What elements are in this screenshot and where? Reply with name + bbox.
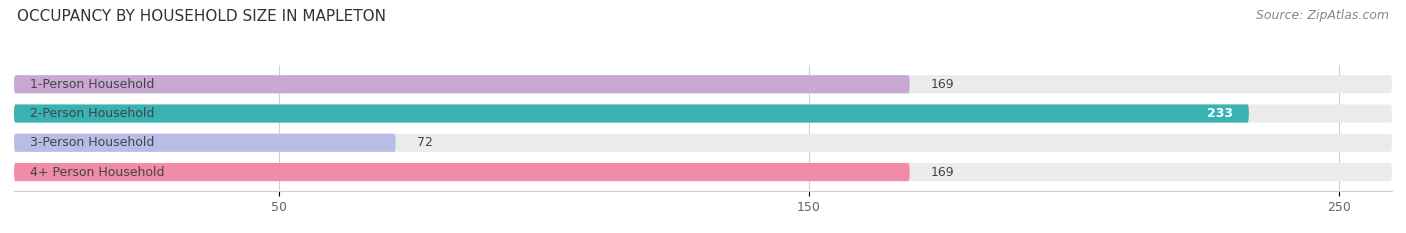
Text: 1-Person Household: 1-Person Household [30, 78, 155, 91]
Text: 2-Person Household: 2-Person Household [30, 107, 155, 120]
FancyBboxPatch shape [14, 134, 395, 152]
Text: 233: 233 [1206, 107, 1233, 120]
Text: 72: 72 [416, 136, 433, 149]
FancyBboxPatch shape [14, 75, 910, 93]
Text: OCCUPANCY BY HOUSEHOLD SIZE IN MAPLETON: OCCUPANCY BY HOUSEHOLD SIZE IN MAPLETON [17, 9, 385, 24]
FancyBboxPatch shape [14, 134, 1392, 152]
Text: 3-Person Household: 3-Person Household [30, 136, 155, 149]
FancyBboxPatch shape [14, 163, 1392, 181]
FancyBboxPatch shape [14, 163, 910, 181]
Text: 4+ Person Household: 4+ Person Household [30, 165, 165, 178]
FancyBboxPatch shape [14, 75, 1392, 93]
Text: 169: 169 [931, 78, 955, 91]
Text: 169: 169 [931, 165, 955, 178]
FancyBboxPatch shape [14, 104, 1392, 123]
Text: Source: ZipAtlas.com: Source: ZipAtlas.com [1256, 9, 1389, 22]
FancyBboxPatch shape [14, 104, 1249, 123]
